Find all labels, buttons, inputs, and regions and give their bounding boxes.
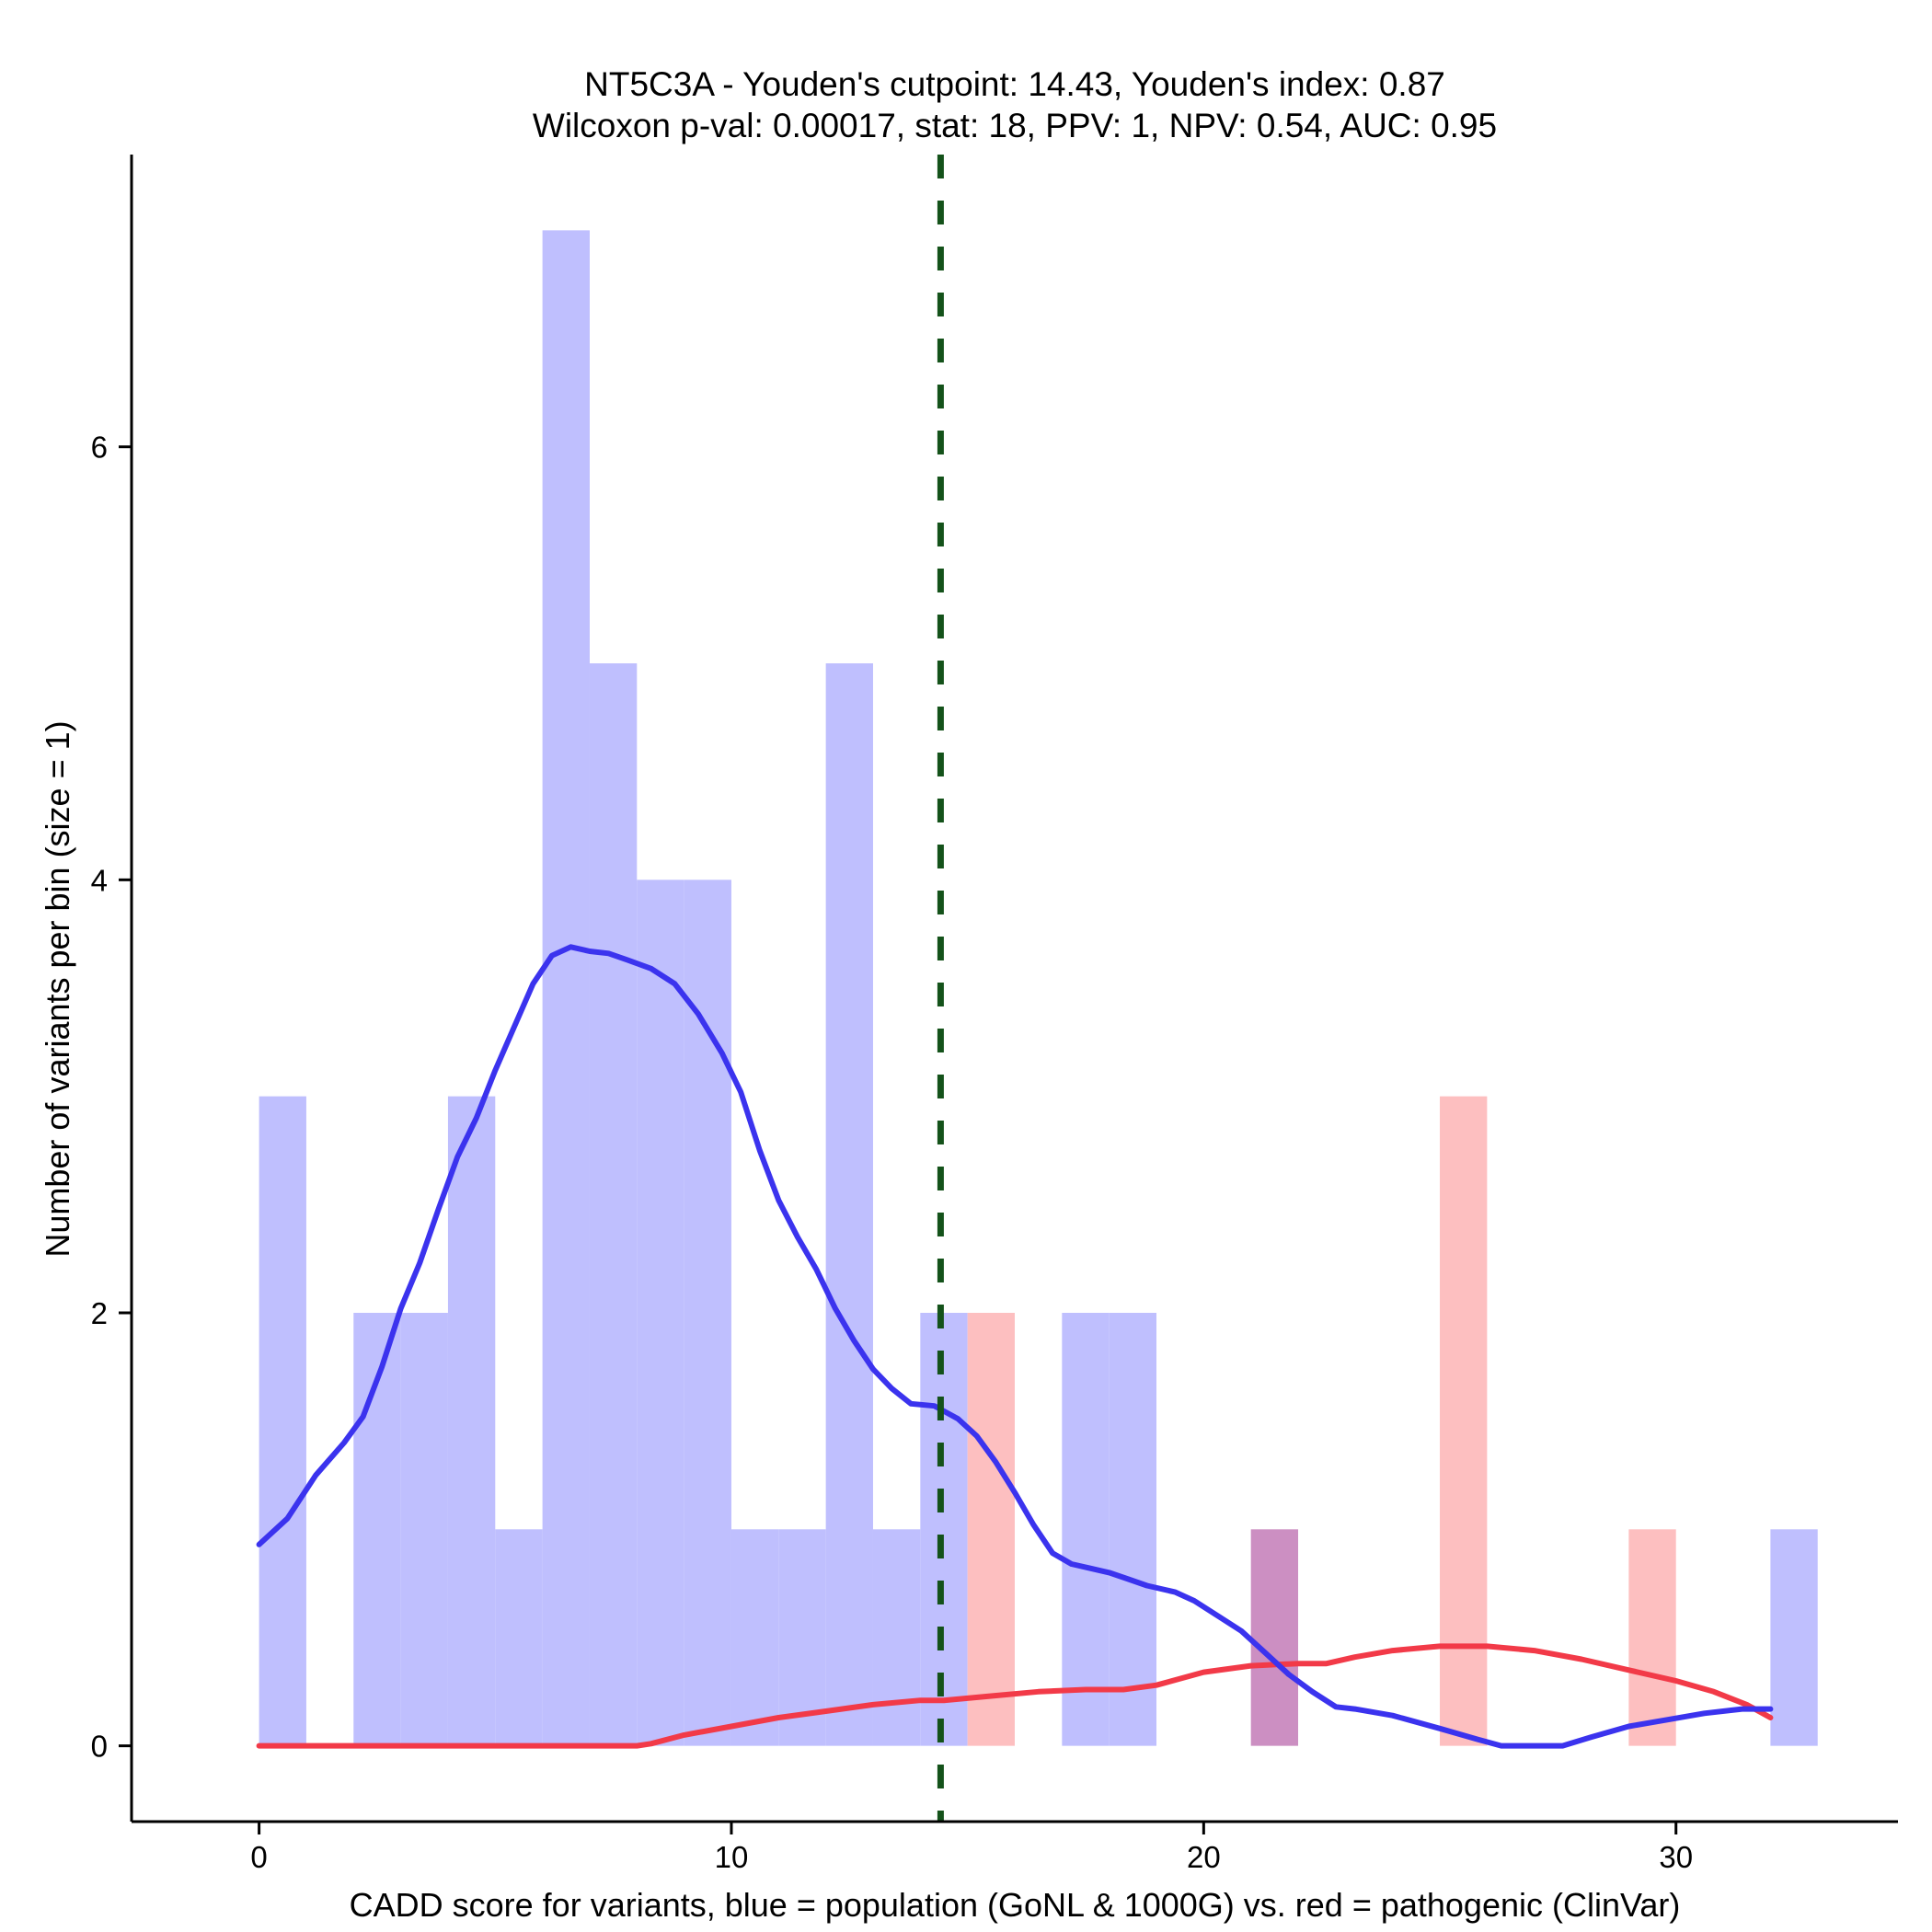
y-tick-label-0: 0 (91, 1730, 108, 1764)
population-bar-2 (400, 1312, 448, 1746)
population-bar-14 (1062, 1312, 1110, 1746)
pathogenic-bar-2 (1440, 1096, 1488, 1746)
pathogenic-bar-3 (1628, 1529, 1676, 1746)
population-bar-13 (920, 1312, 968, 1746)
x-tick-label-20: 20 (1187, 1840, 1221, 1874)
population-density-line (256, 944, 1774, 1749)
x-tick-label-0: 0 (250, 1840, 267, 1874)
population-bar-9 (730, 1529, 779, 1746)
chart-title-line-1: NT5C3A - Youden's cutpoint: 14.43, Youde… (584, 65, 1445, 103)
population-bar-0 (259, 1096, 306, 1746)
population-bar-16 (1250, 1529, 1299, 1746)
population-bar-15 (1109, 1312, 1157, 1746)
x-tick-label-10: 10 (715, 1840, 749, 1874)
x-axis-label: CADD score for variants, blue = populati… (350, 1886, 1681, 1924)
population-bar-7 (637, 880, 684, 1746)
population-bar-6 (589, 663, 638, 1746)
chart-title-line-2: Wilcoxon p-val: 0.00017, stat: 18, PPV: … (533, 107, 1497, 144)
pathogenic-density-line (256, 1643, 1774, 1749)
density-curves (256, 944, 1774, 1749)
population-bar-17 (1770, 1529, 1818, 1746)
population-bar-4 (495, 1529, 543, 1746)
histogram-bars (259, 230, 1818, 1746)
y-tick-label-6: 6 (91, 431, 108, 465)
y-tick-label-4: 4 (91, 863, 108, 897)
x-tick-label-30: 30 (1659, 1840, 1693, 1874)
population-bar-8 (684, 880, 731, 1746)
y-axis-label: Number of variants per bin (size = 1) (39, 720, 76, 1257)
pathogenic-bar-0 (967, 1312, 1015, 1746)
population-bar-12 (872, 1529, 921, 1746)
y-axis-ticks: 0 2 4 6 (91, 431, 132, 1764)
population-bar-3 (447, 1096, 496, 1746)
y-tick-label-2: 2 (91, 1296, 108, 1330)
population-bar-5 (542, 230, 590, 1746)
x-axis-ticks: 0 10 20 30 (250, 1822, 1693, 1874)
population-bar-11 (825, 663, 873, 1746)
